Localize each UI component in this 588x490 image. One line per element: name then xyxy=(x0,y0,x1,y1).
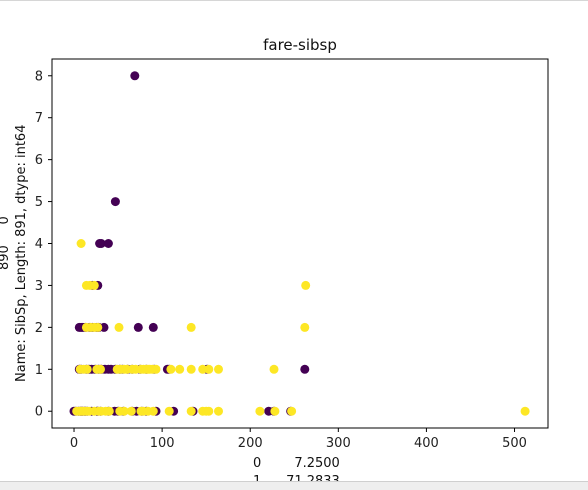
data-point xyxy=(204,406,214,416)
data-point xyxy=(204,364,214,374)
data-point xyxy=(148,322,158,332)
data-point xyxy=(110,197,120,207)
y-axis-label-line-2: Name: SibSp, Length: 891, dtype: int64 xyxy=(14,125,29,382)
data-point xyxy=(270,406,280,416)
data-point xyxy=(119,406,129,416)
x-tick-label: 500 xyxy=(502,436,527,451)
data-point xyxy=(103,239,113,248)
data-point xyxy=(300,364,310,374)
window-bottom-bar xyxy=(0,481,588,490)
y-tick-label: 1 xyxy=(35,363,43,378)
data-point xyxy=(214,364,223,374)
y-tick-label: 4 xyxy=(35,237,43,252)
data-point xyxy=(82,364,92,374)
data-point xyxy=(301,280,311,290)
data-point xyxy=(96,364,105,374)
chart-title: fare-sibsp xyxy=(263,36,337,54)
x-axis-ticks: 0 100 200 300 400 500 xyxy=(70,428,527,451)
y-axis-ticks: 0 1 2 3 4 5 6 7 8 xyxy=(35,69,52,420)
data-point xyxy=(287,406,297,416)
data-point xyxy=(175,364,185,374)
x-tick-label: 0 xyxy=(70,436,78,451)
data-point xyxy=(186,364,196,374)
data-point xyxy=(269,364,279,374)
y-tick-label: 5 xyxy=(35,195,43,210)
y-tick-label: 0 xyxy=(35,405,43,420)
x-tick-label: 300 xyxy=(326,436,351,451)
data-point xyxy=(186,322,196,332)
y-axis-label-line-1: 890 0 xyxy=(0,216,12,270)
y-tick-label: 8 xyxy=(35,69,43,84)
x-tick-label: 400 xyxy=(414,436,439,451)
data-point xyxy=(214,406,223,416)
x-tick-label: 200 xyxy=(238,436,263,451)
data-point xyxy=(133,322,143,332)
data-point xyxy=(89,280,99,290)
data-point xyxy=(300,322,310,332)
y-tick-label: 2 xyxy=(35,321,43,336)
x-tick-label: 100 xyxy=(150,436,175,451)
data-point xyxy=(186,406,196,416)
data-point xyxy=(126,406,136,416)
points-layer xyxy=(69,71,530,416)
data-point xyxy=(164,406,174,416)
data-point xyxy=(520,406,530,416)
data-point xyxy=(130,71,140,81)
y-tick-label: 7 xyxy=(35,111,43,126)
data-point xyxy=(93,322,103,332)
data-point xyxy=(104,406,114,416)
data-point xyxy=(151,364,161,374)
data-point xyxy=(114,322,124,332)
y-tick-label: 3 xyxy=(35,279,43,294)
x-axis-label-line-1: 0 7.2500 xyxy=(253,456,340,471)
data-point xyxy=(148,406,158,416)
data-point xyxy=(76,239,86,248)
data-point xyxy=(99,322,109,332)
data-point xyxy=(96,239,106,248)
data-point xyxy=(255,406,265,416)
y-tick-label: 6 xyxy=(35,153,43,168)
window-top-border xyxy=(0,0,588,1)
data-point xyxy=(166,364,176,374)
